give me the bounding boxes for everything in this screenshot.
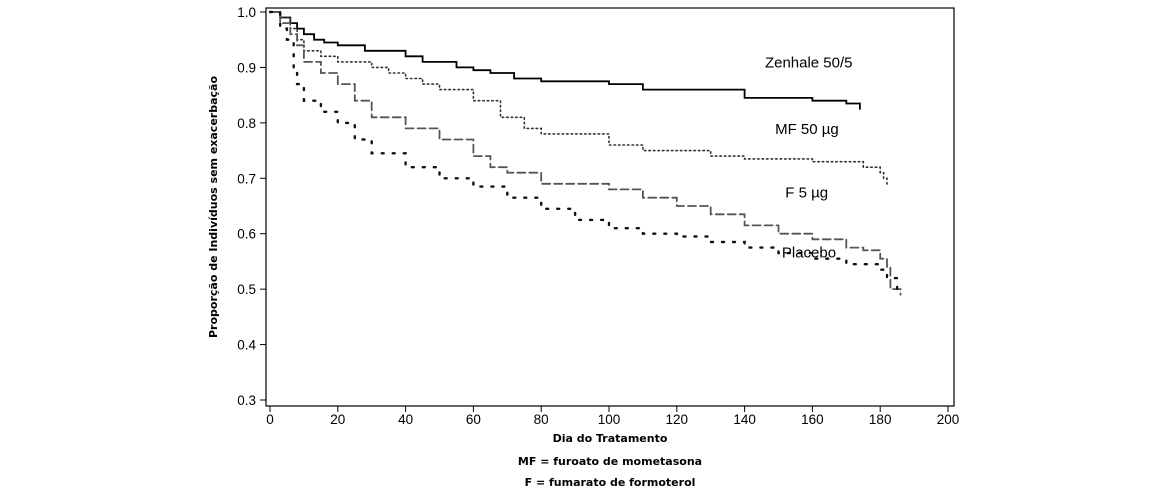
series-line-mf-50-g [269, 11, 888, 188]
series-lines [268, 10, 902, 296]
y-axis: 0.3 0.4 0.5 0.6 0.7 0.8 0.9 1.0 [237, 5, 266, 408]
x-tick-label: 80 [534, 412, 549, 427]
y-tick-label: 1.0 [237, 5, 256, 20]
y-tick-label: 0.8 [237, 116, 256, 131]
x-tick-label: 20 [330, 412, 345, 427]
x-tick-label: 140 [733, 412, 756, 427]
y-tick-label: 0.5 [237, 282, 256, 297]
x-axis: 0 20 40 60 80 100 120 140 160 180 200 [266, 406, 959, 427]
x-tick-label: 60 [466, 412, 481, 427]
y-tick-label: 0.6 [237, 227, 256, 242]
series-annotation: Placebo [782, 245, 836, 262]
footnote-f: F = fumarato de formoterol [525, 476, 696, 489]
y-tick-label: 0.3 [237, 393, 256, 408]
x-tick-label: 200 [937, 412, 960, 427]
x-tick-label: 120 [666, 412, 689, 427]
footnote-mf: MF = furoato de mometasona [518, 455, 702, 468]
series-line-f-5-g [269, 11, 902, 296]
y-tick-label: 0.7 [237, 171, 256, 186]
series-annotation: MF 50 µg [775, 121, 839, 138]
y-tick-label: 0.9 [237, 60, 256, 75]
x-tick-label: 100 [598, 412, 621, 427]
y-tick-label: 0.4 [237, 338, 256, 353]
series-line-zenhale-50-5 [269, 11, 861, 110]
plot-area [265, 7, 955, 407]
series-annotation: F 5 µg [785, 185, 828, 202]
x-tick-label: 0 [266, 412, 274, 427]
plot-frame [265, 7, 955, 407]
y-axis-title: Proporção de Indivíduos sem exacerbação [207, 76, 220, 338]
series-annotations: Zenhale 50/5 MF 50 µg F 5 µg Placebo [765, 54, 853, 261]
series-annotation: Zenhale 50/5 [765, 54, 853, 71]
x-tick-label: 40 [398, 412, 413, 427]
x-tick-label: 180 [869, 412, 892, 427]
x-tick-label: 160 [801, 412, 824, 427]
x-axis-title: Dia do Tratamento [553, 432, 668, 445]
